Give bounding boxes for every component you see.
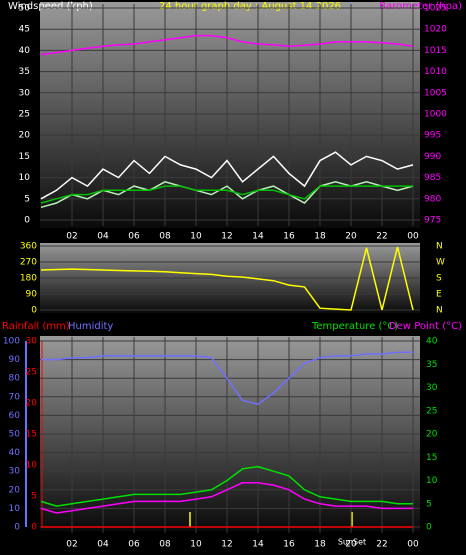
- legend-entry: Temperature (°C): [311, 321, 398, 332]
- y-tick-label: 25: [426, 406, 437, 416]
- y-tick-label: 20: [9, 485, 21, 495]
- y-tick-label: 0: [31, 306, 37, 316]
- y-tick-label: 10: [426, 476, 438, 486]
- y-tick-label: 15: [19, 152, 30, 162]
- y-tick-label: 1025: [424, 4, 447, 14]
- x-tick-label: 04: [97, 540, 109, 550]
- y-tick-label: 980: [424, 194, 441, 204]
- x-tick-label: 00: [407, 232, 419, 242]
- y-tick-label: 20: [19, 131, 31, 141]
- y-tick-label: 30: [19, 88, 31, 98]
- series-line: [40, 34, 414, 56]
- y-tick-label: 30: [26, 337, 38, 347]
- annotation: SunSet: [338, 538, 366, 547]
- legend-entry: Dew Point (°C): [389, 321, 462, 332]
- x-tick-label: 08: [159, 232, 171, 242]
- y-tick-label: 1005: [424, 88, 447, 98]
- x-tick-label: 02: [66, 232, 77, 242]
- y-tick-label: 90: [26, 290, 38, 300]
- series-line: [40, 465, 413, 507]
- x-tick-label: 06: [128, 540, 140, 550]
- y-tick-label: 20: [26, 399, 38, 409]
- y-tick-label: 25: [19, 110, 30, 120]
- x-tick-label: 22: [376, 540, 387, 550]
- wind-label: Windspeed (kph): [8, 1, 93, 12]
- x-tick-label: 18: [314, 232, 326, 242]
- y-tick-label: 975: [424, 216, 441, 226]
- y-tick-label: 5: [24, 194, 30, 204]
- y-tick-label: 10: [19, 173, 31, 183]
- y-tick-label: 360: [20, 242, 37, 252]
- y-tick-label: 1010: [424, 67, 447, 77]
- y-tick-label: 0: [14, 523, 20, 533]
- chart-title: 24 hour graph day : August 14 2026: [159, 1, 341, 12]
- x-tick-label: 12: [221, 540, 232, 550]
- series-line: [40, 151, 414, 200]
- y-tick-label: 180: [20, 274, 37, 284]
- y-tick-label: 50: [19, 4, 31, 14]
- x-tick-label: 10: [190, 232, 202, 242]
- x-tick-label: 18: [314, 540, 326, 550]
- y-tick-label: 35: [426, 360, 437, 370]
- series-line: [40, 185, 413, 204]
- x-tick-label: 22: [376, 232, 387, 242]
- y-tick-label: 25: [26, 368, 37, 378]
- y-tick-label: 1000: [424, 110, 447, 120]
- y-tick-label: 985: [424, 173, 441, 183]
- x-tick-label: 02: [66, 540, 77, 550]
- y-tick-label: 30: [426, 383, 438, 393]
- y-tick-label: 80: [9, 374, 21, 384]
- y-tick-label: 60: [9, 411, 21, 421]
- y-tick-label: 5: [31, 492, 37, 502]
- y-tick-label: 70: [9, 392, 21, 402]
- y-tick-label: 270: [20, 258, 37, 268]
- y-tick-label: 40: [19, 46, 31, 56]
- y-tick-label: 20: [426, 430, 438, 440]
- x-tick-label: 20: [345, 540, 357, 550]
- x-tick-label: 14: [252, 232, 264, 242]
- x-tick-label: 20: [345, 232, 357, 242]
- y-tick-label: 15: [426, 453, 437, 463]
- y-tick-label: 990: [424, 152, 441, 162]
- y-tick-label: 995: [424, 131, 441, 141]
- x-tick-label: 16: [283, 232, 295, 242]
- legend-entry: Rainfall (mm): [2, 321, 70, 332]
- legend-entry: Humidity: [68, 321, 113, 332]
- y-tick-label: 0: [24, 216, 30, 226]
- y-tick-label: 30: [9, 467, 21, 477]
- x-tick-label: 14: [252, 540, 264, 550]
- x-tick-label: 16: [283, 540, 295, 550]
- y-tick-label: 0: [426, 523, 432, 533]
- y-tick-label: 40: [426, 337, 438, 347]
- y-tick-label: 10: [26, 461, 38, 471]
- series-line: [41, 351, 413, 406]
- series-line: [40, 246, 414, 311]
- y-tick-label: 5: [426, 499, 432, 509]
- y-tick-label: 35: [19, 67, 30, 77]
- y-tick-label: 15: [26, 430, 37, 440]
- y-tick-label: 1020: [424, 25, 447, 35]
- y-tick-label: 45: [19, 25, 30, 35]
- x-tick-label: 00: [407, 540, 419, 550]
- y-tick-label: W: [436, 258, 445, 268]
- series-line: [40, 482, 413, 514]
- y-tick-label: 10: [9, 504, 21, 514]
- y-tick-label: E: [436, 290, 442, 300]
- baro-label: Barometer (hpa): [379, 1, 462, 12]
- x-tick-label: 12: [221, 232, 232, 242]
- x-tick-label: 10: [190, 540, 202, 550]
- y-tick-label: 1015: [424, 46, 447, 56]
- y-tick-label: 90: [9, 355, 21, 365]
- y-tick-label: 40: [9, 448, 21, 458]
- x-tick-label: 04: [97, 232, 109, 242]
- y-tick-label: N: [436, 306, 443, 316]
- x-tick-label: 08: [159, 540, 171, 550]
- y-tick-label: 100: [3, 337, 20, 347]
- y-tick-label: 50: [9, 430, 21, 440]
- y-tick-label: 0: [31, 523, 37, 533]
- y-tick-label: N: [436, 242, 443, 252]
- y-tick-label: S: [436, 274, 442, 284]
- x-tick-label: 06: [128, 232, 140, 242]
